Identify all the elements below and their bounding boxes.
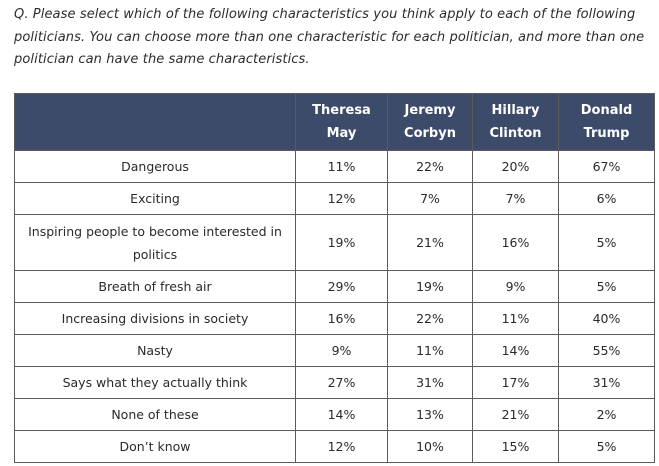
cell-value: 31% bbox=[558, 366, 655, 399]
header-corner-cell bbox=[14, 93, 296, 151]
table-row: Says what they actually think 27% 31% 17… bbox=[14, 366, 655, 399]
cell-value: 6% bbox=[558, 182, 655, 215]
cell-value: 67% bbox=[558, 150, 655, 183]
cell-value: 13% bbox=[387, 398, 473, 431]
row-label: Says what they actually think bbox=[14, 366, 296, 399]
cell-value: 19% bbox=[387, 270, 473, 303]
cell-value: 31% bbox=[387, 366, 473, 399]
cell-value: 21% bbox=[472, 398, 559, 431]
table-row: Dangerous 11% 22% 20% 67% bbox=[14, 150, 655, 183]
cell-value: 11% bbox=[472, 302, 559, 335]
cell-value: 12% bbox=[295, 182, 388, 215]
cell-value: 5% bbox=[558, 214, 655, 271]
cell-value: 7% bbox=[387, 182, 473, 215]
row-label: Dangerous bbox=[14, 150, 296, 183]
cell-value: 12% bbox=[295, 430, 388, 463]
table-row: Don’t know 12% 10% 15% 5% bbox=[14, 430, 655, 463]
row-label: Don’t know bbox=[14, 430, 296, 463]
cell-value: 15% bbox=[472, 430, 559, 463]
cell-value: 19% bbox=[295, 214, 388, 271]
cell-value: 27% bbox=[295, 366, 388, 399]
cell-value: 29% bbox=[295, 270, 388, 303]
cell-value: 55% bbox=[558, 334, 655, 367]
cell-value: 16% bbox=[472, 214, 559, 271]
row-label: Inspiring people to become interested in… bbox=[14, 214, 296, 271]
table-row: Exciting 12% 7% 7% 6% bbox=[14, 182, 655, 215]
cell-value: 11% bbox=[387, 334, 473, 367]
row-label: Increasing divisions in society bbox=[14, 302, 296, 335]
header-theresa-may: Theresa May bbox=[295, 93, 388, 151]
cell-value: 2% bbox=[558, 398, 655, 431]
table-row: None of these 14% 13% 21% 2% bbox=[14, 398, 655, 431]
table-row: Increasing divisions in society 16% 22% … bbox=[14, 302, 655, 335]
cell-value: 21% bbox=[387, 214, 473, 271]
cell-value: 17% bbox=[472, 366, 559, 399]
cell-value: 14% bbox=[295, 398, 388, 431]
cell-value: 5% bbox=[558, 270, 655, 303]
cell-value: 14% bbox=[472, 334, 559, 367]
header-row: Theresa May Jeremy Corbyn Hillary Clinto… bbox=[14, 93, 655, 151]
cell-value: 22% bbox=[387, 150, 473, 183]
row-label: Breath of fresh air bbox=[14, 270, 296, 303]
row-label: Exciting bbox=[14, 182, 296, 215]
cell-value: 5% bbox=[558, 430, 655, 463]
table-row: Breath of fresh air 29% 19% 9% 5% bbox=[14, 270, 655, 303]
header-hillary-clinton: Hillary Clinton bbox=[472, 93, 559, 151]
question-text: Q. Please select which of the following … bbox=[14, 7, 645, 67]
table-row: Nasty 9% 11% 14% 55% bbox=[14, 334, 655, 367]
header-donald-trump: Donald Trump bbox=[558, 93, 655, 151]
cell-value: 16% bbox=[295, 302, 388, 335]
cell-value: 9% bbox=[295, 334, 388, 367]
row-label: None of these bbox=[14, 398, 296, 431]
header-jeremy-corbyn: Jeremy Corbyn bbox=[387, 93, 473, 151]
cell-value: 7% bbox=[472, 182, 559, 215]
row-label: Nasty bbox=[14, 334, 296, 367]
cell-value: 10% bbox=[387, 430, 473, 463]
cell-value: 20% bbox=[472, 150, 559, 183]
cell-value: 40% bbox=[558, 302, 655, 335]
cell-value: 11% bbox=[295, 150, 388, 183]
cell-value: 22% bbox=[387, 302, 473, 335]
results-table: Theresa May Jeremy Corbyn Hillary Clinto… bbox=[14, 93, 655, 463]
table-row: Inspiring people to become interested in… bbox=[14, 214, 655, 271]
cell-value: 9% bbox=[472, 270, 559, 303]
